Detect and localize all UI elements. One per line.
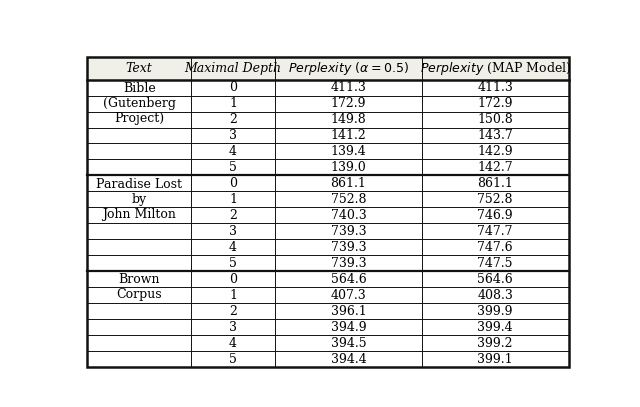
- Text: 172.9: 172.9: [331, 97, 366, 110]
- Text: 0: 0: [229, 81, 237, 94]
- Text: 1: 1: [229, 289, 237, 302]
- Text: 394.5: 394.5: [331, 337, 366, 350]
- Text: Bible
(Gutenberg
Project): Bible (Gutenberg Project): [102, 82, 175, 125]
- Bar: [88, 57, 568, 79]
- Text: 747.7: 747.7: [477, 225, 513, 238]
- Text: 394.9: 394.9: [331, 321, 366, 334]
- Text: 861.1: 861.1: [477, 177, 513, 190]
- Text: 399.9: 399.9: [477, 305, 513, 318]
- Text: 394.4: 394.4: [331, 353, 366, 366]
- Text: 564.6: 564.6: [477, 273, 513, 286]
- Text: 5: 5: [229, 353, 237, 366]
- Text: 4: 4: [229, 241, 237, 254]
- Text: 1: 1: [229, 97, 237, 110]
- Text: 3: 3: [229, 129, 237, 142]
- Text: 3: 3: [229, 225, 237, 238]
- Text: 150.8: 150.8: [477, 113, 513, 126]
- Text: 4: 4: [229, 337, 237, 350]
- Text: $\mathit{Perplexity}$ (MAP Model): $\mathit{Perplexity}$ (MAP Model): [419, 59, 571, 77]
- Text: 746.9: 746.9: [477, 209, 513, 222]
- Text: 2: 2: [229, 305, 237, 318]
- Text: 407.3: 407.3: [331, 289, 366, 302]
- Text: 399.2: 399.2: [477, 337, 513, 350]
- Text: 747.6: 747.6: [477, 241, 513, 254]
- Text: 408.3: 408.3: [477, 289, 513, 302]
- Text: 740.3: 740.3: [331, 209, 366, 222]
- Text: 0: 0: [229, 273, 237, 286]
- Text: 399.1: 399.1: [477, 353, 513, 366]
- Text: 564.6: 564.6: [331, 273, 366, 286]
- Text: Brown
Corpus: Brown Corpus: [116, 274, 162, 301]
- Text: 5: 5: [229, 257, 237, 270]
- Text: 142.9: 142.9: [477, 145, 513, 158]
- Text: 143.7: 143.7: [477, 129, 513, 142]
- Text: 861.1: 861.1: [330, 177, 366, 190]
- Text: 1: 1: [229, 193, 237, 206]
- Text: 5: 5: [229, 161, 237, 174]
- Text: 4: 4: [229, 145, 237, 158]
- Text: Paradise Lost
by
John Milton: Paradise Lost by John Milton: [96, 178, 182, 221]
- Text: 411.3: 411.3: [330, 81, 366, 94]
- Text: 0: 0: [229, 177, 237, 190]
- Text: Maximal Depth: Maximal Depth: [184, 61, 282, 74]
- Text: 752.8: 752.8: [477, 193, 513, 206]
- Text: 141.2: 141.2: [331, 129, 366, 142]
- Text: 2: 2: [229, 113, 237, 126]
- Text: 172.9: 172.9: [477, 97, 513, 110]
- Text: 139.0: 139.0: [331, 161, 366, 174]
- Text: 2: 2: [229, 209, 237, 222]
- Text: Text: Text: [126, 61, 152, 74]
- Text: 739.3: 739.3: [331, 241, 366, 254]
- Text: 739.3: 739.3: [331, 225, 366, 238]
- Text: $\mathit{Perplexity}\ (\alpha = 0.5)$: $\mathit{Perplexity}\ (\alpha = 0.5)$: [288, 59, 409, 77]
- Text: 739.3: 739.3: [331, 257, 366, 270]
- Text: 399.4: 399.4: [477, 321, 513, 334]
- Text: 149.8: 149.8: [331, 113, 366, 126]
- Text: 396.1: 396.1: [331, 305, 366, 318]
- Text: 747.5: 747.5: [477, 257, 513, 270]
- Text: 142.7: 142.7: [477, 161, 513, 174]
- Text: 752.8: 752.8: [331, 193, 366, 206]
- Text: 139.4: 139.4: [331, 145, 366, 158]
- Text: 3: 3: [229, 321, 237, 334]
- Text: 411.3: 411.3: [477, 81, 513, 94]
